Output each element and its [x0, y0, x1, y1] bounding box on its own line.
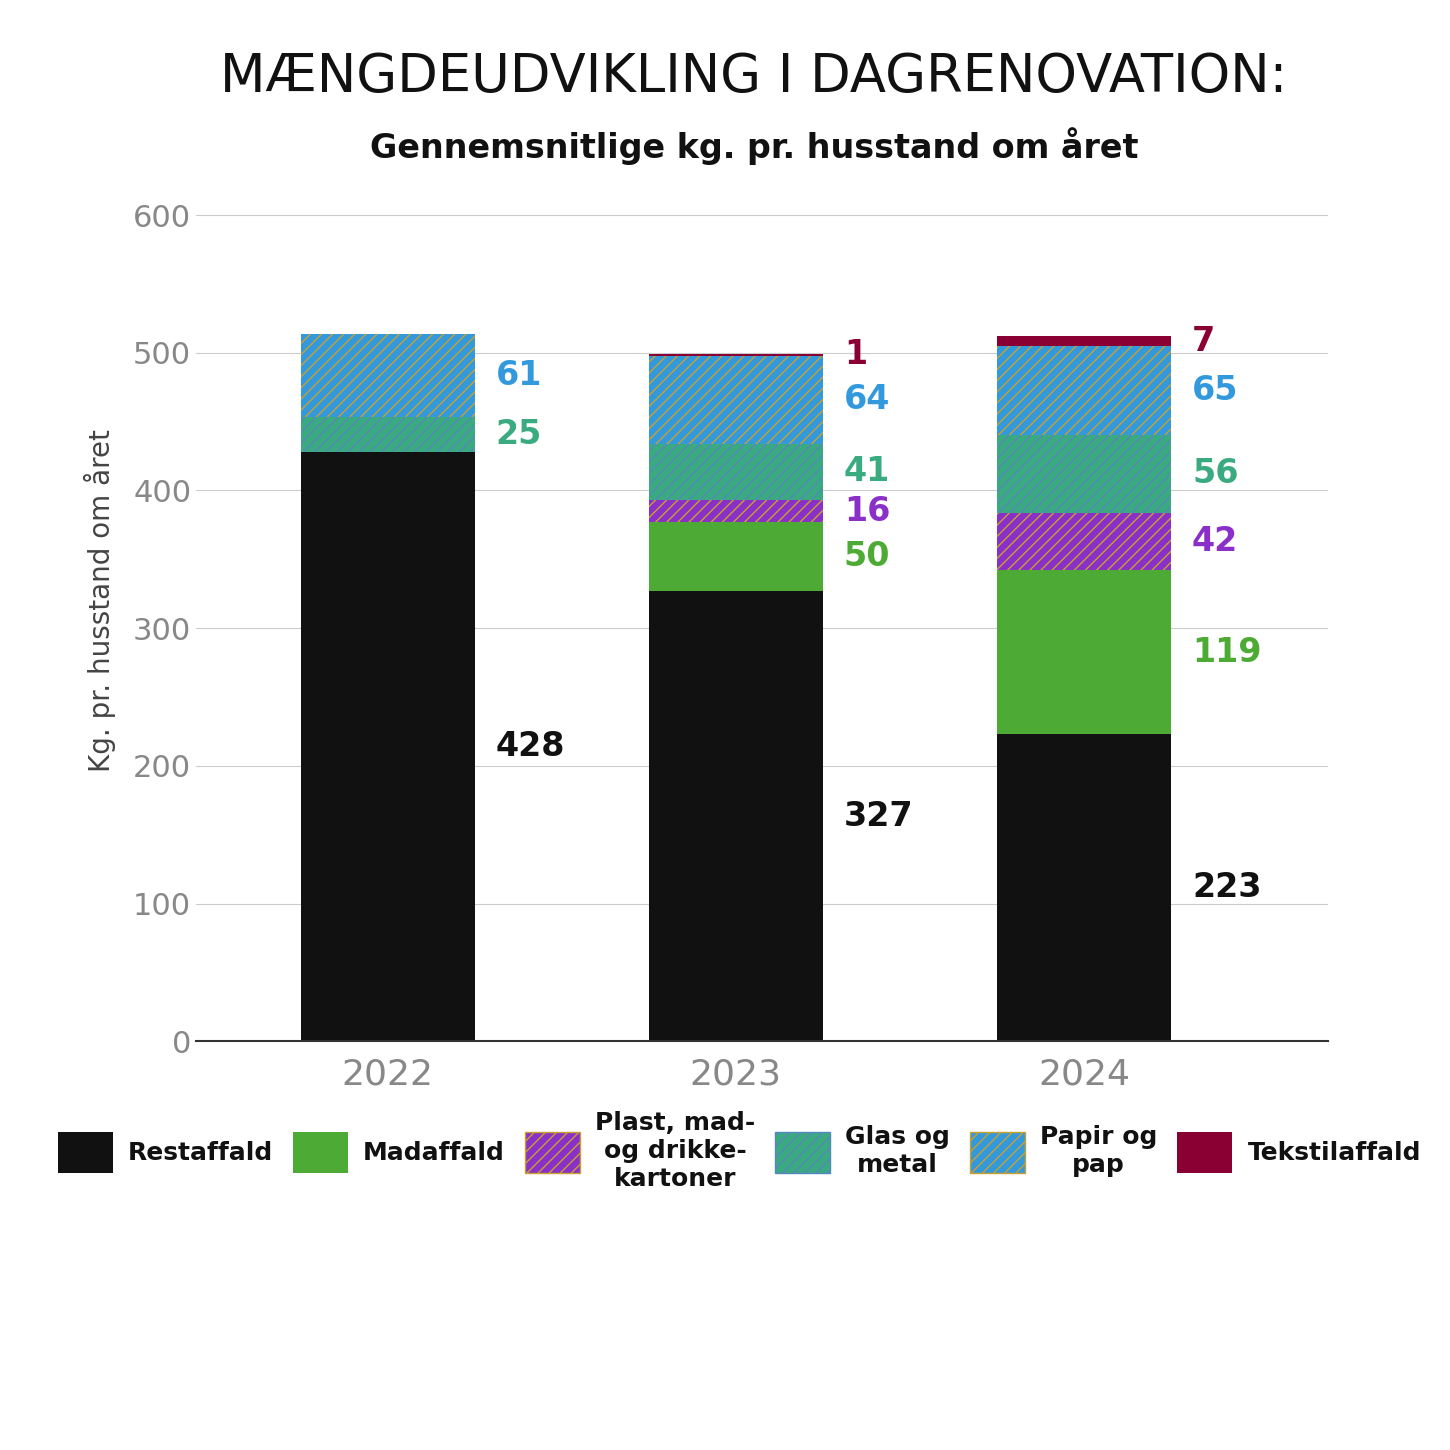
Text: 25: 25 — [496, 418, 542, 451]
Bar — [998, 512, 1172, 570]
Text: 119: 119 — [1192, 635, 1262, 668]
Text: 61: 61 — [496, 360, 542, 392]
Text: 64: 64 — [844, 383, 890, 416]
Text: MÆNGDEUDVIKLING I DAGRENOVATION:: MÆNGDEUDVIKLING I DAGRENOVATION: — [220, 51, 1288, 103]
Bar — [998, 435, 1172, 512]
Text: 223: 223 — [1192, 871, 1262, 905]
Bar — [300, 418, 474, 452]
Bar — [998, 336, 1172, 347]
Text: 42: 42 — [1192, 525, 1238, 558]
Text: 16: 16 — [844, 494, 890, 528]
Bar — [648, 444, 824, 500]
Bar — [998, 570, 1172, 734]
Bar — [998, 734, 1172, 1041]
Text: 428: 428 — [496, 731, 566, 763]
Text: 327: 327 — [844, 799, 914, 832]
Bar — [300, 334, 474, 418]
Bar — [648, 500, 824, 522]
Bar — [300, 452, 474, 1041]
Legend: Restaffald, Madaffald, Plast, mad-
og drikke-
kartoner, Glas og
metal, Papir og
: Restaffald, Madaffald, Plast, mad- og dr… — [48, 1101, 1431, 1201]
Bar — [300, 418, 474, 452]
Bar — [648, 500, 824, 522]
Text: 50: 50 — [844, 539, 890, 573]
Bar — [998, 435, 1172, 512]
Text: Gennemsnitlige kg. pr. husstand om året: Gennemsnitlige kg. pr. husstand om året — [370, 128, 1138, 165]
Bar — [998, 512, 1172, 570]
Y-axis label: Kg. pr. husstand om året: Kg. pr. husstand om året — [84, 429, 116, 771]
Text: 65: 65 — [1192, 374, 1238, 407]
Bar — [648, 355, 824, 444]
Text: 7: 7 — [1192, 325, 1215, 358]
Text: 56: 56 — [1192, 457, 1238, 490]
Text: 1: 1 — [844, 338, 867, 371]
Bar — [648, 522, 824, 592]
Bar — [998, 347, 1172, 435]
Bar — [300, 334, 474, 418]
Text: 41: 41 — [844, 455, 890, 489]
Bar — [648, 444, 824, 500]
Bar — [648, 592, 824, 1041]
Bar — [648, 355, 824, 444]
Bar — [998, 347, 1172, 435]
